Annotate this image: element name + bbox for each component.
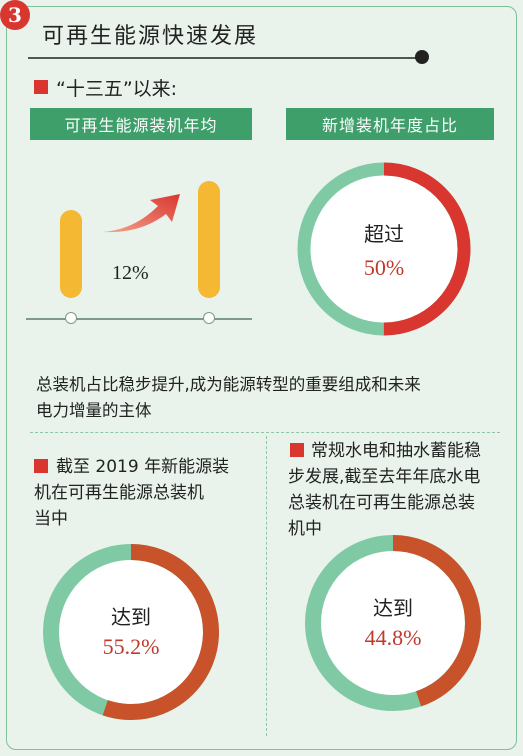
donut-segment-share — [305, 535, 481, 711]
bullet-square-icon — [34, 459, 48, 473]
axis-node-right — [203, 312, 215, 324]
growth-rate-value: 12% — [112, 262, 149, 284]
growth-bar-before — [60, 210, 82, 298]
section-divider — [30, 432, 500, 433]
donut-new-capacity — [297, 162, 471, 336]
new-energy-line-2: 机在可再生能源总装机 — [34, 483, 204, 503]
page-title: 可再生能源快速发展 — [42, 24, 259, 49]
hydro-line-2: 步发展,截至去年年底水电 — [288, 467, 481, 487]
column-divider — [266, 436, 267, 736]
hydro-line-4: 机中 — [288, 519, 322, 539]
donut-value-50: 50% — [363, 255, 405, 280]
section-number-badge: 3 — [0, 0, 30, 30]
donut-new-energy — [43, 544, 219, 720]
donut-label-reach-right: 达到 — [373, 596, 413, 620]
hydro-line-3: 总装机在可再生能源总装 — [288, 493, 475, 513]
donut-label-reach-left: 达到 — [111, 605, 151, 629]
axis-node-left — [65, 312, 77, 324]
new-energy-line-3: 当中 — [34, 509, 68, 529]
new-energy-line-1: 截至 2019 年新能源装 — [56, 457, 230, 477]
growth-axis-line — [26, 318, 252, 320]
content-frame — [6, 6, 517, 750]
growth-arrow-icon — [102, 194, 180, 233]
title-end-dot — [415, 50, 429, 64]
growth-bar-after — [198, 181, 220, 298]
bullet-square-icon — [34, 80, 48, 94]
summary-line-2: 电力增量的主体 — [36, 401, 152, 420]
donut-hydro — [305, 535, 481, 711]
donut-segment-share — [297, 162, 471, 336]
summary-line-1: 总装机占比稳步提升,成为能源转型的重要组成和未来 — [36, 375, 421, 394]
title-underline — [28, 57, 423, 59]
band-annual-growth: 可再生能源装机年均 — [30, 108, 252, 140]
bullet-square-icon — [290, 443, 304, 457]
donut-label-exceed: 超过 — [364, 222, 404, 246]
donut-value-44: 44.8% — [364, 625, 422, 650]
band-new-capacity-share: 新增装机年度占比 — [286, 108, 494, 140]
donut-value-55: 55.2% — [102, 634, 160, 659]
section-heading: “十三五”以来: — [56, 78, 178, 100]
donut-segment-share — [43, 544, 219, 720]
hydro-line-1: 常规水电和抽水蓄能稳 — [311, 441, 481, 461]
